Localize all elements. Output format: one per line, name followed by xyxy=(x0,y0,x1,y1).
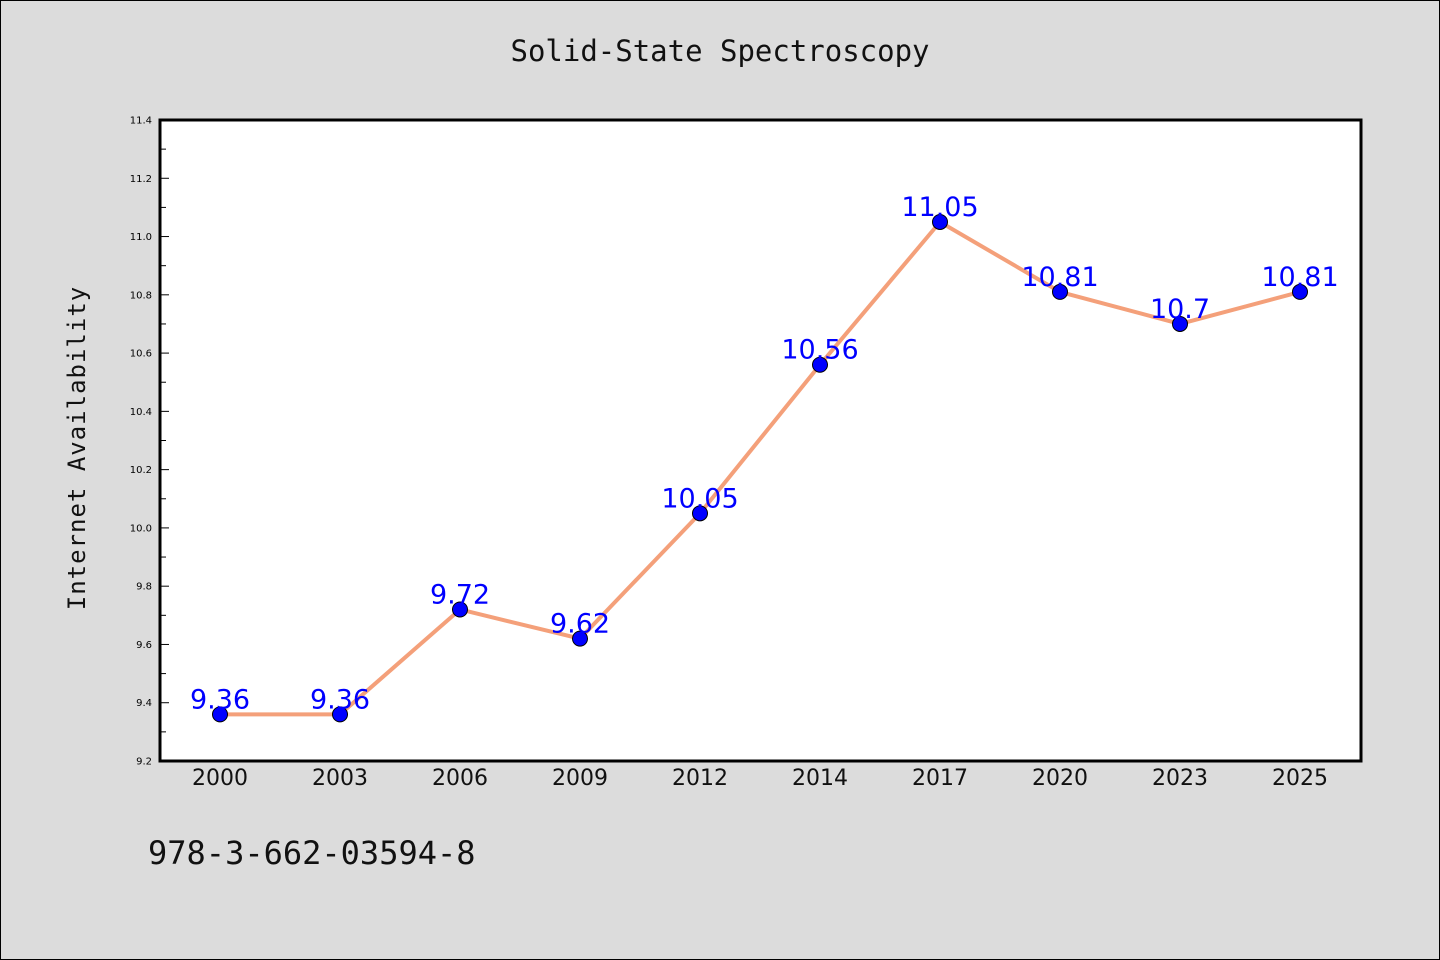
data-label: 10.56 xyxy=(781,335,858,366)
x-tick-label: 2003 xyxy=(312,766,368,791)
data-label: 10.81 xyxy=(1261,262,1338,293)
data-label: 9.62 xyxy=(550,609,610,640)
plot-border xyxy=(158,118,1363,763)
y-tick-label: 10.4 xyxy=(130,407,152,418)
y-tick-label: 9.2 xyxy=(136,757,152,768)
data-point xyxy=(212,706,228,723)
x-tick-label: 2025 xyxy=(1272,766,1328,791)
y-tick-label: 11.0 xyxy=(130,232,152,243)
y-tick-label: 9.4 xyxy=(136,698,152,709)
x-tick-label: 2023 xyxy=(1152,766,1208,791)
data-label: 11.05 xyxy=(901,192,978,223)
data-label: 9.36 xyxy=(190,684,250,715)
x-tick-label: 2009 xyxy=(552,766,608,791)
isbn-code: 978-3-662-03594-8 xyxy=(148,834,476,872)
x-tick-label: 2000 xyxy=(192,766,248,791)
y-tick-label: 10.2 xyxy=(130,465,152,476)
data-point xyxy=(692,505,708,522)
series-line xyxy=(218,219,1302,717)
y-tick-label: 11.2 xyxy=(130,174,152,185)
x-tick-label: 2017 xyxy=(912,766,968,791)
x-tick-label: 2006 xyxy=(432,766,488,791)
data-label: 10.81 xyxy=(1021,262,1098,293)
y-tick-label: 9.8 xyxy=(136,582,152,593)
data-label: 9.72 xyxy=(430,579,490,610)
data-point xyxy=(452,601,468,618)
data-label: 10.7 xyxy=(1150,294,1210,325)
y-tick-label: 10.8 xyxy=(130,290,152,301)
y-tick-label: 11.4 xyxy=(130,116,152,127)
y-tick-label: 10.6 xyxy=(130,349,152,360)
data-point xyxy=(572,630,588,647)
chart-title: Solid-State Spectroscopy xyxy=(510,34,930,68)
data-point xyxy=(332,706,348,723)
y-tick-label: 9.6 xyxy=(136,640,152,651)
x-tick-label: 2012 xyxy=(672,766,728,791)
x-tick-label: 2020 xyxy=(1032,766,1088,791)
x-tick-label: 2014 xyxy=(792,766,848,791)
data-point xyxy=(932,213,948,230)
y-tick-label: 10.0 xyxy=(130,523,152,534)
data-point xyxy=(812,356,828,373)
data-label: 10.05 xyxy=(661,483,738,514)
data-label: 9.36 xyxy=(310,684,370,715)
data-point xyxy=(1052,283,1068,300)
data-point xyxy=(1292,283,1308,300)
data-point xyxy=(1172,315,1188,332)
